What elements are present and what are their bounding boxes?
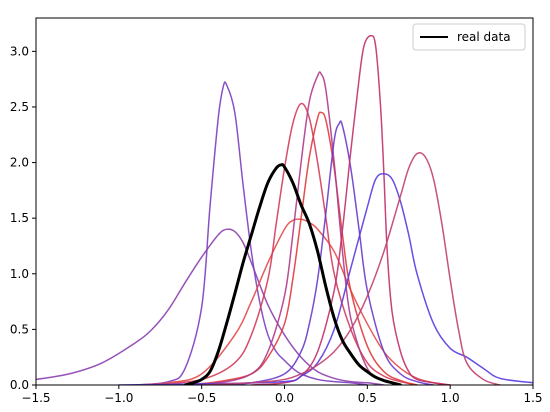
series-line-6 [167,71,402,385]
x-tick-label: −1.0 [104,391,133,405]
legend-box [412,23,526,51]
series-line-real-data [183,163,402,385]
series-line-7 [217,120,435,385]
legend-label: real data [457,30,511,44]
x-axis: −1.5 −1.0 −0.5 0.0 0.5 1.0 1.5 [21,385,543,405]
y-tick-label: 2.5 [10,100,29,114]
y-tick-label: 1.5 [10,211,29,225]
y-tick-label: 3.0 [10,44,29,58]
x-tick-label: 1.0 [441,391,460,405]
y-axis: 0.0 0.5 1.0 1.5 2.0 2.5 3.0 [10,44,36,392]
series-layer [36,34,533,385]
x-tick-label: −0.5 [187,391,216,405]
y-tick-label: 2.0 [10,156,29,170]
x-tick-label: −1.5 [21,391,50,405]
legend: real data [412,23,526,51]
series-line-10 [200,152,501,385]
series-line-4 [151,102,418,385]
x-tick-label: 0.0 [275,391,294,405]
y-tick-label: 1.0 [10,267,29,281]
series-line-2 [36,228,385,385]
y-tick-label: 0.0 [10,378,29,392]
x-tick-label: 1.5 [523,391,542,405]
series-line-8 [250,34,451,385]
series-line-1 [134,81,369,385]
series-line-5 [184,111,418,385]
y-tick-label: 0.5 [10,322,29,336]
x-tick-label: 0.5 [358,391,377,405]
